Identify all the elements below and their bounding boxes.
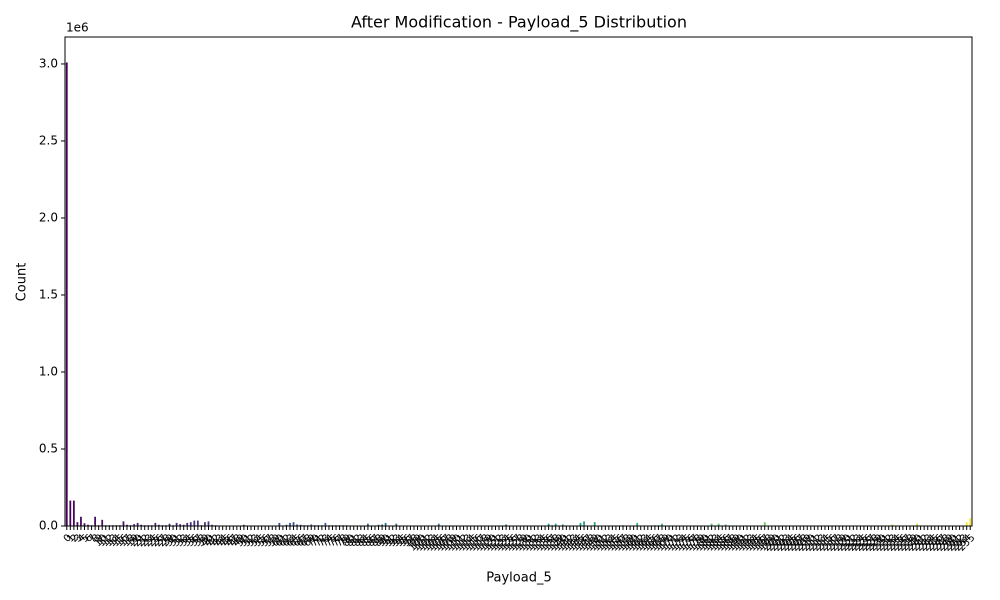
y-offset-label: 1e6 — [66, 21, 89, 35]
bar — [636, 522, 639, 526]
bar — [175, 522, 178, 526]
bar — [377, 524, 380, 526]
bar — [211, 524, 213, 526]
bar — [133, 524, 135, 526]
bar — [437, 523, 440, 526]
chart-title: After Modification - Payload_5 Distribut… — [351, 13, 687, 33]
bar — [196, 520, 199, 526]
bar — [367, 523, 369, 526]
bar — [969, 518, 972, 526]
y-tick-label: 2.0 — [39, 210, 58, 224]
bar — [72, 500, 75, 526]
bar — [296, 524, 298, 526]
bar — [140, 524, 143, 526]
bar — [80, 516, 82, 526]
bar — [324, 522, 327, 526]
bar — [763, 522, 766, 526]
bar — [189, 522, 192, 526]
bar — [278, 522, 281, 526]
bar — [395, 523, 398, 526]
bar — [710, 523, 713, 526]
bar — [583, 521, 585, 526]
bar — [136, 522, 139, 526]
bar — [207, 521, 210, 526]
bar — [76, 522, 79, 526]
bar — [101, 519, 104, 526]
bar — [182, 524, 185, 526]
bar — [916, 523, 918, 526]
bar — [158, 524, 160, 526]
bar — [243, 524, 245, 526]
bar — [65, 62, 68, 526]
bar — [891, 524, 894, 526]
bar — [122, 521, 125, 526]
bar — [561, 524, 564, 526]
bar — [83, 523, 86, 526]
y-tick-label: 0.0 — [39, 519, 58, 533]
plot-frame — [64, 36, 973, 527]
bar — [381, 524, 383, 526]
bar — [87, 524, 89, 526]
bar — [126, 524, 128, 526]
bar — [299, 524, 302, 526]
y-tick-label: 1.0 — [39, 364, 58, 378]
bar — [717, 523, 720, 526]
y-axis-label: Count — [15, 263, 30, 302]
bar — [547, 523, 550, 526]
bar — [593, 522, 596, 526]
bar — [554, 523, 557, 526]
bar — [168, 523, 171, 526]
bar — [661, 523, 663, 526]
bar — [179, 524, 182, 526]
bar — [154, 522, 157, 526]
bar — [579, 522, 582, 526]
bar — [204, 522, 206, 526]
bar — [292, 522, 295, 526]
y-tick-label: 1.5 — [39, 287, 58, 301]
bar — [310, 524, 313, 526]
bar — [94, 516, 97, 526]
y-tick-label: 2.5 — [39, 133, 58, 147]
bar — [965, 522, 968, 526]
y-tick-label: 3.0 — [39, 56, 58, 70]
y-tick-label: 0.5 — [39, 441, 58, 455]
bar — [289, 522, 291, 526]
bar — [69, 500, 72, 526]
bar — [193, 520, 196, 526]
bar — [384, 522, 387, 526]
bar — [505, 524, 507, 526]
x-axis-label: Payload_5 — [486, 571, 551, 586]
bar — [724, 524, 727, 526]
bar — [186, 522, 189, 526]
bar — [285, 524, 288, 526]
